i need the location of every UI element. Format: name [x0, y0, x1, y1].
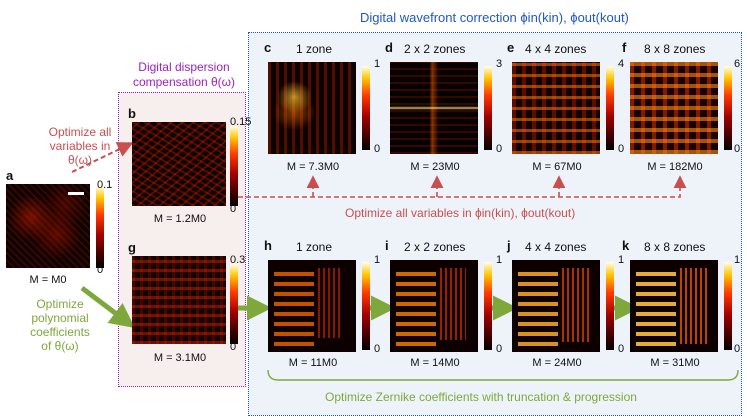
- panel-c-zone: 1 zone: [296, 42, 333, 56]
- panel-e-cmax: 4: [618, 58, 625, 70]
- panel-j-cmax: 1: [618, 254, 625, 266]
- panel-i-cmax: 1: [496, 254, 503, 266]
- panel-f-cmax: 6: [734, 58, 741, 70]
- optimize-all-right: Optimize all variables in ϕin(kin), ϕout…: [345, 206, 576, 220]
- panel-a-image: [6, 184, 90, 268]
- panel-k-cmin: 0: [734, 343, 741, 355]
- arrow-a-to-g: [80, 286, 135, 329]
- panel-i-cmin: 0: [496, 343, 503, 355]
- panel-h-m: M = 11M0: [288, 357, 338, 369]
- panel-h-cmax: 1: [374, 254, 381, 266]
- panel-f-zone: 8 x 8 zones: [644, 42, 706, 56]
- panel-k-cmax: 1: [734, 254, 741, 266]
- optimize-all-left-2: variables in: [49, 139, 111, 153]
- panel-j-cmin: 0: [618, 343, 625, 355]
- optimize-poly-2: polynomial: [31, 311, 89, 325]
- panel-c-image: [268, 62, 356, 154]
- panel-j-zone: 4 x 4 zones: [525, 240, 587, 254]
- panel-k-image: [630, 260, 718, 352]
- zernike-bracket: [267, 369, 739, 381]
- panel-k-colorbar: [724, 262, 732, 350]
- panel-k-m: M = 31M0: [650, 357, 700, 369]
- panel-g-image: [132, 256, 226, 344]
- panel-d-letter: d: [385, 40, 393, 55]
- panel-i-image: [390, 260, 478, 352]
- panel-i-m: M = 14M0: [410, 357, 460, 369]
- panel-b-cmin: 0: [230, 203, 237, 215]
- panel-f-letter: f: [622, 40, 627, 55]
- arrow-b-to-wavefront: [230, 175, 687, 198]
- panel-g-m: M = 3.1M0: [153, 352, 207, 364]
- panel-d-cmin: 0: [496, 143, 503, 155]
- panel-g-cmin: 0: [230, 341, 237, 353]
- arrow-a-to-b: [71, 142, 134, 173]
- panel-h-zone: 1 zone: [296, 240, 333, 254]
- panel-c-letter: c: [264, 40, 272, 55]
- optimize-all-left-1: Optimize all: [48, 125, 112, 139]
- panel-j-m: M = 24M0: [532, 357, 582, 369]
- panel-h-colorbar: [362, 262, 370, 350]
- panel-h-cmin: 0: [374, 343, 381, 355]
- panel-j-colorbar: [606, 262, 614, 350]
- panel-g-cmax: 0.3: [230, 254, 246, 266]
- panel-f-colorbar: [724, 66, 732, 150]
- panel-d-colorbar: [484, 66, 492, 150]
- panel-j-image: [512, 260, 600, 352]
- panel-e-image: [512, 62, 600, 154]
- optimize-poly-4: of θ(ω): [41, 339, 79, 353]
- panel-f-m: M = 182M0: [647, 161, 703, 173]
- panel-e-letter: e: [507, 40, 515, 55]
- panel-k-zone: 8 x 8 zones: [644, 240, 706, 254]
- panel-c-m: M = 7.3M0: [286, 161, 340, 173]
- panel-k-letter: k: [622, 238, 630, 253]
- panel-c-cmin: 0: [374, 143, 381, 155]
- panel-b-image: [132, 122, 226, 206]
- panel-b-cmax: 0.15: [230, 116, 252, 128]
- panel-g-colorbar: [230, 264, 238, 344]
- panel-a-letter: a: [6, 168, 14, 183]
- panel-h-letter: h: [264, 238, 272, 253]
- panel-e-zone: 4 x 4 zones: [525, 42, 587, 56]
- panel-g-letter: g: [128, 240, 136, 255]
- panel-f-image: [630, 62, 718, 154]
- panel-a-cmin: 0: [97, 264, 104, 276]
- panel-i-zone: 2 x 2 zones: [404, 240, 466, 254]
- optimize-poly-1: Optimize: [36, 297, 84, 311]
- panel-d-image: [390, 62, 478, 154]
- panel-j-letter: j: [507, 238, 511, 253]
- panel-e-cmin: 0: [618, 143, 625, 155]
- panel-e-m: M = 67M0: [532, 161, 582, 173]
- panel-e-colorbar: [606, 66, 614, 150]
- wavefront-title: Digital wavefront correction ϕin(kin), ϕ…: [360, 10, 629, 25]
- panel-i-letter: i: [385, 238, 389, 253]
- panel-d-m: M = 23M0: [410, 161, 460, 173]
- panel-i-colorbar: [484, 262, 492, 350]
- panel-d-zone: 2 x 2 zones: [404, 42, 466, 56]
- panel-a-cmax: 0.1: [97, 179, 113, 191]
- panel-f-cmin: 0: [734, 143, 741, 155]
- panel-c-cmax: 1: [374, 58, 381, 70]
- scale-bar: [68, 192, 84, 195]
- dispersion-title-2: compensation θ(ω): [132, 75, 236, 89]
- panel-b-colorbar: [230, 126, 238, 206]
- panel-b-m: M = 1.2M0: [153, 213, 207, 225]
- panel-a-m: M = M0: [29, 274, 67, 286]
- panel-d-cmax: 3: [496, 58, 503, 70]
- panel-h-image: [268, 260, 356, 352]
- optimize-poly-3: coefficients: [30, 325, 90, 339]
- panel-c-colorbar: [362, 66, 370, 150]
- panel-a-colorbar: [96, 186, 104, 268]
- dispersion-title-1: Digital dispersion: [138, 60, 230, 74]
- panel-b-letter: b: [128, 106, 136, 121]
- optimize-all-left-3: θ(ω): [67, 153, 93, 167]
- zernike-caption: Optimize Zernike coefficients with trunc…: [325, 390, 637, 404]
